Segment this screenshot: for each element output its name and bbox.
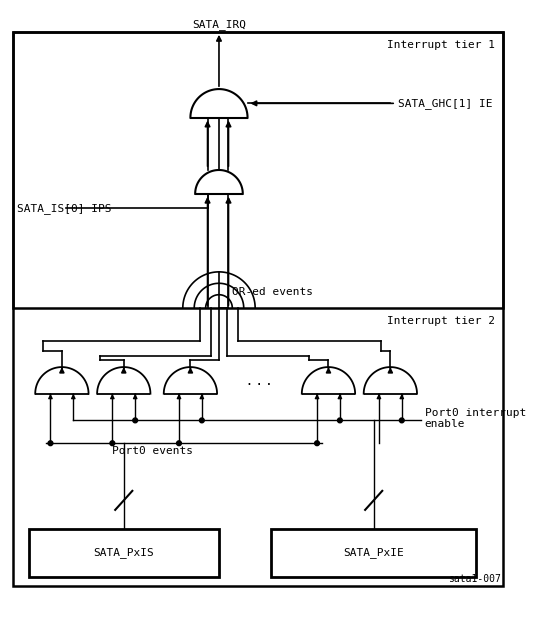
FancyBboxPatch shape [272, 529, 476, 577]
Text: SATA_GHC[1] IE: SATA_GHC[1] IE [398, 98, 493, 109]
FancyBboxPatch shape [29, 529, 219, 577]
Circle shape [338, 418, 342, 423]
Text: Interrupt tier 1: Interrupt tier 1 [387, 40, 495, 49]
Text: SATA_IS[0] IPS: SATA_IS[0] IPS [17, 203, 112, 214]
Circle shape [399, 418, 404, 423]
Text: · · ·: · · · [247, 378, 272, 393]
Text: Port0 events: Port0 events [112, 446, 193, 456]
Circle shape [199, 418, 204, 423]
Circle shape [177, 441, 182, 446]
Text: sata1-007: sata1-007 [448, 574, 501, 584]
Text: Port0 interrupt
enable: Port0 interrupt enable [424, 408, 526, 430]
Text: SATA_PxIS: SATA_PxIS [93, 548, 154, 558]
Text: SATA_PxIE: SATA_PxIE [343, 548, 404, 558]
Circle shape [48, 441, 53, 446]
Circle shape [315, 441, 319, 446]
Text: SATA_IRQ: SATA_IRQ [192, 19, 246, 30]
Circle shape [110, 441, 115, 446]
Circle shape [133, 418, 138, 423]
Text: Interrupt tier 2: Interrupt tier 2 [387, 316, 495, 326]
Text: OR-ed events: OR-ed events [233, 287, 313, 297]
